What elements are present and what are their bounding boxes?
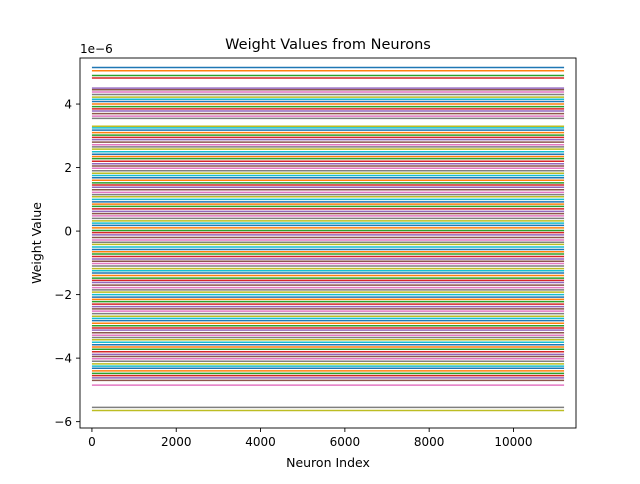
x-tick-label: 8000 — [414, 435, 445, 449]
x-tick-label: 6000 — [330, 435, 361, 449]
x-tick-label: 2000 — [161, 435, 192, 449]
y-offset-label: 1e−6 — [80, 42, 113, 56]
plot-frame — [79, 57, 577, 429]
y-tick-label: 0 — [64, 225, 72, 239]
x-tick-label: 4000 — [245, 435, 276, 449]
chart-title: Weight Values from Neurons — [225, 37, 431, 53]
x-tick-label: 0 — [88, 435, 96, 449]
x-tick-label: 10000 — [494, 435, 532, 449]
series-lines-layer — [91, 66, 565, 412]
y-tick-label: 4 — [64, 98, 72, 112]
y-tick-label: −4 — [54, 352, 72, 366]
y-tick-label: −6 — [54, 415, 72, 429]
y-axis-label: Weight Value — [29, 202, 44, 284]
axis-ticks-layer: 0 2000 4000 6000 8000 10000 −6 −4 −2 0 2 4 — [54, 98, 532, 449]
y-tick-label: 2 — [64, 161, 72, 175]
y-tick-label: −2 — [54, 288, 72, 302]
x-axis-label: Neuron Index — [286, 455, 370, 470]
